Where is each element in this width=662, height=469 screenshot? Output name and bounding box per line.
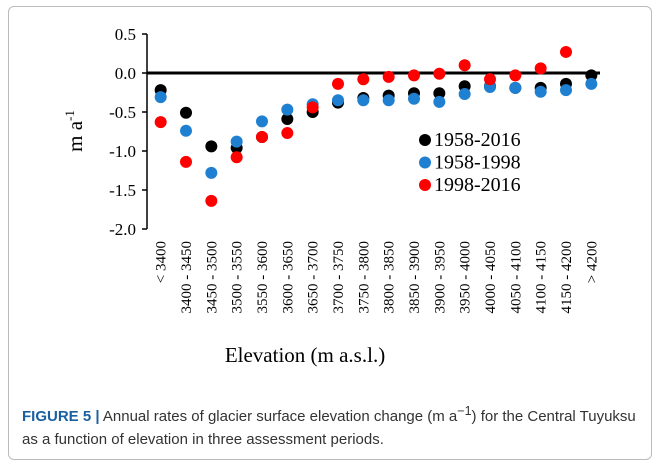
point bbox=[382, 70, 395, 83]
x-tick-label: 3750 - 3800 bbox=[356, 241, 372, 314]
x-tick-label: 3450 - 3500 bbox=[204, 241, 220, 314]
y-tick-label: -1.5 bbox=[109, 181, 136, 200]
point bbox=[154, 116, 167, 129]
x-axis-title: Elevation (m a.s.l.) bbox=[225, 343, 385, 367]
x-tick-label: < 3400 bbox=[154, 241, 170, 283]
point bbox=[433, 87, 446, 100]
point bbox=[205, 194, 218, 207]
x-tick-label: 3900 - 3950 bbox=[432, 241, 448, 314]
legend-label: 1998-2016 bbox=[434, 174, 521, 196]
x-tick-label: 3500 - 3550 bbox=[230, 241, 246, 314]
point bbox=[332, 94, 344, 107]
legend-marker bbox=[419, 156, 431, 169]
point bbox=[357, 73, 370, 86]
point bbox=[534, 85, 547, 98]
y-tick-label: -1.0 bbox=[109, 142, 136, 161]
y-tick-label: 0.5 bbox=[115, 25, 136, 44]
chart: Elevation (m a.s.l.) m a-1 0.5 0.0 -0.5 -1.… bbox=[62, 25, 600, 367]
point bbox=[281, 127, 294, 140]
point bbox=[433, 95, 446, 108]
legend-label: 1958-2016 bbox=[434, 129, 521, 151]
point bbox=[205, 166, 218, 179]
point bbox=[534, 62, 547, 75]
point bbox=[281, 113, 294, 126]
point bbox=[332, 77, 344, 90]
point bbox=[560, 84, 572, 97]
x-tick-label: 4000 - 4050 bbox=[483, 241, 499, 314]
x-tick-label: 3850 - 3900 bbox=[407, 241, 423, 314]
legend-marker bbox=[419, 179, 431, 191]
x-tick-label: 3700 - 3750 bbox=[331, 241, 347, 314]
x-tick-label: 3600 - 3650 bbox=[280, 241, 296, 314]
caption-text: ) for the Central Tuyuksu as a function … bbox=[22, 408, 636, 448]
point bbox=[560, 45, 572, 58]
point bbox=[281, 103, 294, 116]
y-tick-label: -0.5 bbox=[109, 103, 136, 122]
caption: FIGURE 5 | Annual rates of glacier surfa… bbox=[22, 400, 642, 451]
y-tick-label: -2.0 bbox=[109, 220, 136, 239]
point bbox=[180, 124, 192, 137]
y-axis-title-text: m a bbox=[63, 120, 87, 152]
y-axis-title-sup: -1 bbox=[62, 110, 77, 121]
x-tick-label: 4150 - 4200 bbox=[559, 241, 575, 314]
point bbox=[382, 94, 395, 107]
x-tick-label: 4100 - 4150 bbox=[534, 241, 550, 314]
point bbox=[180, 155, 192, 168]
point bbox=[205, 140, 218, 153]
point bbox=[256, 115, 268, 128]
figure-frame bbox=[8, 6, 652, 460]
x-tick-label: 3800 - 3850 bbox=[382, 241, 398, 314]
x-tick-label: 3650 - 3700 bbox=[306, 241, 322, 314]
point bbox=[458, 59, 471, 72]
caption-text: Annual rates of glacier surface elevatio… bbox=[102, 408, 458, 425]
caption-sup: −1 bbox=[457, 404, 472, 418]
point bbox=[484, 73, 496, 86]
point bbox=[230, 135, 243, 148]
point bbox=[230, 151, 243, 164]
point bbox=[509, 81, 522, 94]
x-tick-label: 3550 - 3600 bbox=[255, 241, 271, 314]
point bbox=[585, 69, 598, 82]
point bbox=[357, 94, 370, 107]
caption-label: FIGURE 5 | bbox=[22, 408, 100, 425]
point bbox=[509, 69, 522, 82]
x-tick-label: 3400 - 3450 bbox=[179, 241, 195, 314]
y-tick-label: 0.0 bbox=[115, 64, 136, 83]
legend-marker bbox=[419, 134, 431, 146]
point bbox=[408, 69, 420, 82]
point bbox=[256, 130, 268, 143]
x-tick-label: 4050 - 4100 bbox=[508, 241, 524, 314]
point bbox=[180, 106, 192, 119]
legend-label: 1958-1998 bbox=[434, 152, 521, 174]
point bbox=[154, 91, 167, 104]
point bbox=[408, 92, 420, 105]
point bbox=[458, 88, 471, 101]
x-tick-label: 3950 - 4000 bbox=[458, 241, 474, 314]
x-tick-label: > 4200 bbox=[584, 241, 600, 283]
point bbox=[585, 77, 598, 90]
point bbox=[433, 67, 446, 80]
point bbox=[306, 101, 319, 114]
y-axis-title: m a-1 bbox=[62, 110, 87, 152]
